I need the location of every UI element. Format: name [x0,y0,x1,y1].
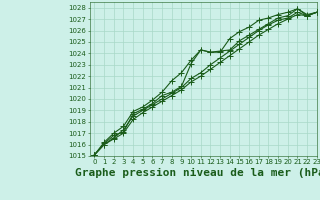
X-axis label: Graphe pression niveau de la mer (hPa): Graphe pression niveau de la mer (hPa) [75,168,320,178]
